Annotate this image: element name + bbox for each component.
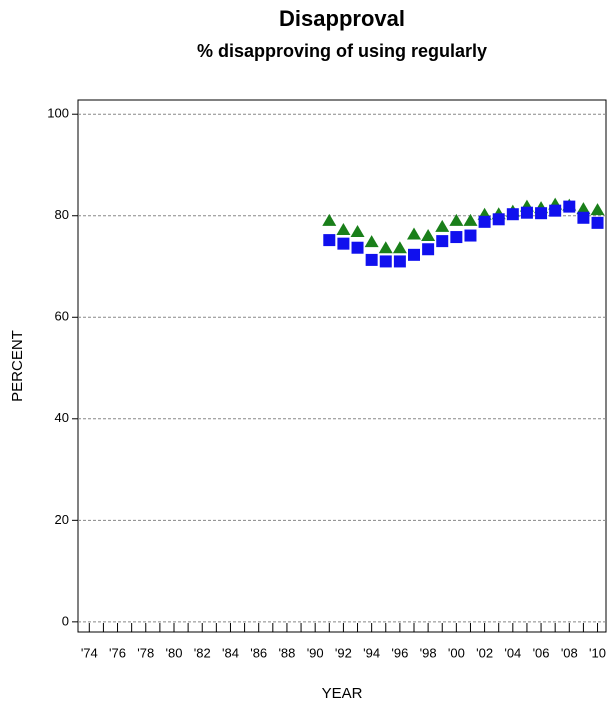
square-point	[323, 234, 336, 247]
x-tick-label: '04	[504, 645, 521, 660]
x-tick-label: '06	[533, 645, 550, 660]
square-point	[464, 229, 477, 242]
triangle-point	[322, 213, 337, 226]
x-axis-title: YEAR	[322, 685, 363, 702]
chart-title: Disapproval	[279, 6, 405, 31]
square-point	[337, 237, 350, 250]
y-tick-label: 80	[55, 207, 69, 222]
x-tick-label: '84	[222, 645, 239, 660]
y-tick-label: 0	[62, 613, 69, 628]
triangle-point	[364, 235, 379, 248]
x-tick-label: '94	[363, 645, 380, 660]
square-point	[408, 248, 420, 261]
x-tick-label: '74	[81, 645, 98, 660]
square-point	[591, 216, 604, 229]
x-tick-label: '96	[391, 645, 408, 660]
square-point	[436, 235, 449, 248]
chart-subtitle: % disapproving of using regularly	[197, 41, 487, 61]
x-tick-label: '90	[307, 645, 324, 660]
square-point	[351, 241, 364, 254]
triangle-point	[336, 222, 351, 235]
square-point	[577, 211, 590, 224]
square-point	[520, 206, 533, 219]
x-tick-label: '82	[194, 645, 211, 660]
x-tick-label: '86	[250, 645, 267, 660]
x-tick-label: '10	[589, 645, 606, 660]
x-tick-label: '00	[448, 645, 465, 660]
triangle-point	[421, 229, 436, 242]
triangle-point	[350, 224, 365, 237]
x-tick-label: '92	[335, 645, 352, 660]
square-point	[478, 215, 491, 228]
square-point	[563, 200, 576, 213]
plot-frame	[77, 99, 607, 633]
x-tick-label: '76	[109, 645, 126, 660]
x-tick-label: '02	[476, 645, 493, 660]
triangle-point	[407, 227, 421, 240]
x-tick-label: '88	[278, 645, 295, 660]
y-tick-label: 60	[55, 309, 69, 324]
square-point	[365, 253, 378, 266]
y-tick-label: 20	[55, 512, 69, 527]
triangle-point	[449, 213, 464, 226]
square-point	[535, 207, 548, 220]
triangle-point	[590, 203, 605, 216]
square-point	[422, 243, 435, 256]
square-point	[450, 231, 463, 244]
triangle-point	[463, 213, 478, 226]
square-point	[506, 208, 519, 221]
triangle-point	[378, 241, 393, 254]
y-tick-label: 100	[47, 106, 69, 121]
triangle-point	[392, 241, 407, 254]
triangle-point	[576, 202, 591, 215]
triangle-point	[435, 219, 450, 232]
square-point	[492, 213, 505, 226]
square-point	[549, 204, 562, 217]
x-tick-label: '98	[420, 645, 437, 660]
y-tick-label: 40	[55, 410, 69, 425]
x-tick-label: '08	[561, 645, 578, 660]
square-point	[393, 255, 406, 268]
x-tick-label: '78	[137, 645, 154, 660]
x-tick-label: '80	[166, 645, 183, 660]
y-axis-title: PERCENT	[9, 330, 26, 402]
square-point	[379, 255, 392, 268]
